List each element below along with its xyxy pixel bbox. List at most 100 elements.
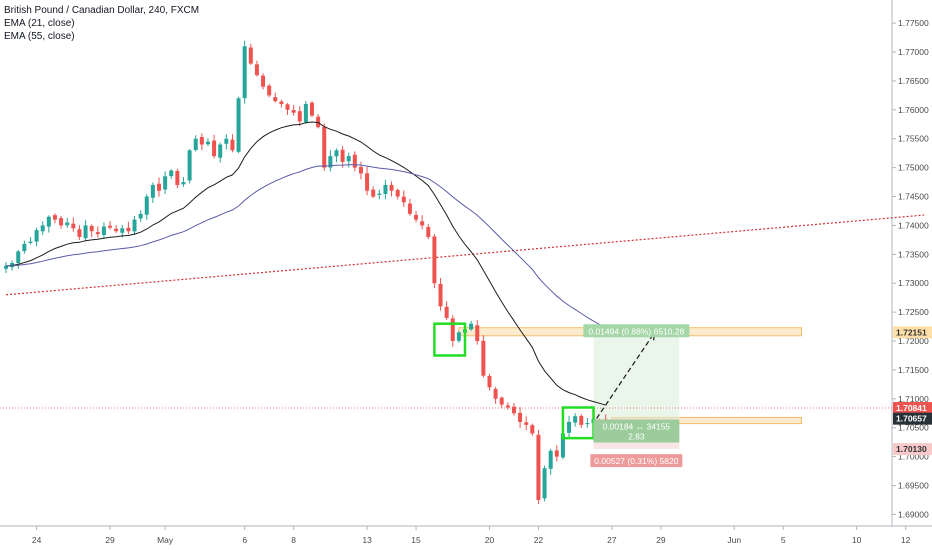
candle bbox=[224, 138, 229, 144]
candle bbox=[169, 170, 174, 177]
target-label-text: 0.01494 (0.88%) 6510.28 bbox=[588, 326, 684, 336]
x-tick-label: 24 bbox=[32, 535, 42, 545]
entry-label-text: 2.83 bbox=[628, 431, 645, 441]
candle bbox=[542, 468, 547, 499]
y-tick-label: 1.75500 bbox=[898, 134, 929, 144]
legend-ema-slow: EMA (55, close) bbox=[4, 31, 75, 42]
candle bbox=[175, 171, 180, 185]
candle bbox=[475, 325, 480, 342]
x-tick-label: 5 bbox=[781, 535, 786, 545]
candle bbox=[120, 228, 125, 233]
candle bbox=[187, 150, 192, 181]
stop-label-text: 0.00527 (0.31%) 5820 bbox=[594, 456, 678, 466]
candle bbox=[469, 323, 474, 330]
candle bbox=[585, 423, 590, 425]
x-tick-label: 12 bbox=[901, 535, 911, 545]
candle bbox=[65, 222, 70, 226]
trend-line bbox=[5, 214, 925, 296]
candle bbox=[383, 184, 388, 195]
candle bbox=[4, 265, 8, 269]
y-tick-label: 1.75000 bbox=[898, 163, 929, 173]
x-tick-label: 13 bbox=[362, 535, 372, 545]
candle bbox=[414, 214, 419, 220]
x-tick-label: Jun bbox=[727, 535, 741, 545]
y-tick-label: 1.70000 bbox=[898, 452, 929, 462]
candle bbox=[285, 104, 290, 110]
consolidation-box bbox=[433, 322, 467, 357]
y-tick-label: 1.76000 bbox=[898, 105, 929, 115]
ema-21-line bbox=[5, 121, 606, 406]
candle bbox=[316, 116, 321, 128]
candle bbox=[132, 219, 137, 232]
price-tag-stop bbox=[893, 443, 932, 456]
candle bbox=[150, 184, 155, 198]
candle bbox=[518, 412, 523, 422]
candle bbox=[71, 223, 76, 229]
y-tick-label: 1.72000 bbox=[898, 336, 929, 346]
price-tag-line-text: 1.70841 bbox=[896, 403, 927, 413]
candle bbox=[481, 340, 486, 376]
x-tick-label: 22 bbox=[534, 535, 544, 545]
target-area bbox=[593, 332, 680, 419]
x-tick-label: 29 bbox=[656, 535, 666, 545]
candle bbox=[95, 232, 100, 235]
candle bbox=[303, 104, 308, 123]
price-tag-price bbox=[893, 412, 932, 425]
candle bbox=[530, 425, 535, 434]
candle bbox=[420, 221, 425, 226]
candle bbox=[181, 182, 186, 185]
candle bbox=[261, 75, 266, 87]
candle bbox=[395, 189, 400, 197]
candle bbox=[450, 318, 455, 342]
candle bbox=[273, 97, 278, 102]
x-tick-label: 8 bbox=[291, 535, 296, 545]
candle bbox=[365, 173, 370, 191]
candle bbox=[560, 433, 565, 458]
entry-label-text: 0.00184 ↔ 34155 bbox=[603, 421, 671, 431]
candle bbox=[34, 230, 39, 242]
x-tick-label: 6 bbox=[242, 535, 247, 545]
candle bbox=[334, 150, 339, 157]
candle bbox=[377, 193, 382, 195]
candle bbox=[163, 176, 168, 190]
stop-label bbox=[590, 454, 683, 468]
candle bbox=[389, 184, 394, 191]
candle bbox=[108, 225, 113, 228]
candle bbox=[83, 225, 88, 239]
candle bbox=[554, 450, 559, 457]
candle bbox=[242, 46, 247, 99]
candle bbox=[193, 138, 198, 150]
candle bbox=[46, 216, 51, 227]
y-tick-label: 1.69500 bbox=[898, 481, 929, 491]
candle bbox=[16, 251, 21, 263]
candle bbox=[511, 406, 516, 414]
candle bbox=[297, 111, 302, 122]
x-tick-label: 29 bbox=[105, 535, 115, 545]
candle bbox=[101, 226, 106, 236]
candle bbox=[138, 213, 143, 219]
x-tick-label: 27 bbox=[607, 535, 617, 545]
candle bbox=[199, 137, 204, 145]
price-tag-target bbox=[893, 326, 932, 339]
candle bbox=[573, 416, 578, 423]
y-tick-label: 1.71000 bbox=[898, 394, 929, 404]
candle bbox=[144, 196, 149, 215]
projection-arrow bbox=[596, 331, 656, 419]
candle bbox=[212, 140, 217, 157]
x-tick-label: May bbox=[157, 535, 174, 545]
x-tick-label: 15 bbox=[411, 535, 421, 545]
target-label bbox=[583, 324, 690, 338]
candle bbox=[59, 218, 64, 226]
legend-title: British Pound / Canadian Dollar, 240, FX… bbox=[4, 5, 200, 16]
candle bbox=[493, 388, 498, 399]
candle bbox=[40, 225, 45, 232]
candle bbox=[579, 415, 584, 425]
candle bbox=[358, 166, 363, 174]
price-tag-line bbox=[893, 402, 932, 415]
candle bbox=[279, 101, 284, 105]
chart-legend: British Pound / Canadian Dollar, 240, FX… bbox=[4, 4, 199, 43]
candle bbox=[218, 144, 223, 158]
candle bbox=[567, 421, 572, 433]
